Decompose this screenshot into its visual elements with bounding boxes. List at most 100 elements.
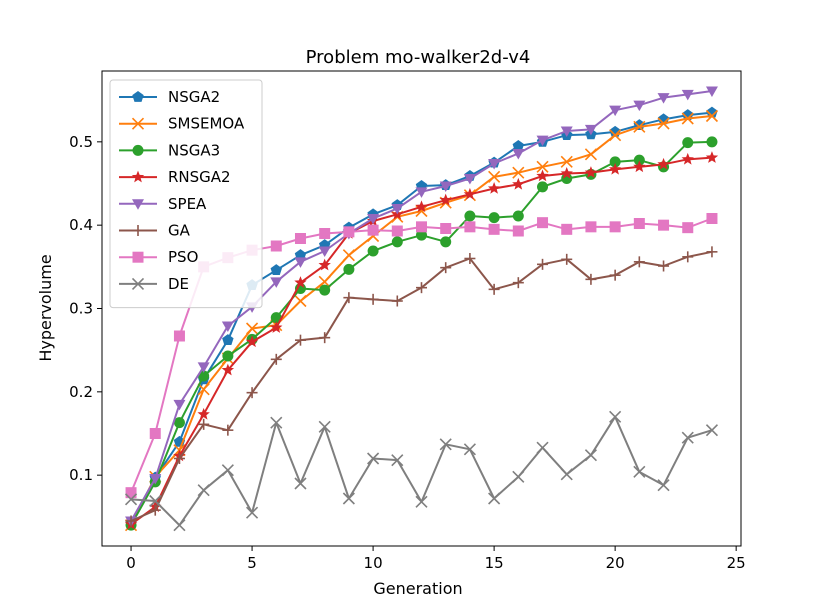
data-point-ga xyxy=(246,387,258,399)
data-point-ga xyxy=(125,515,137,527)
legend-label: DE xyxy=(168,275,189,293)
legend-item-nsga2: NSGA2 xyxy=(119,88,220,106)
data-point-spea xyxy=(391,204,404,215)
x-tick-label: 15 xyxy=(485,554,504,572)
y-tick-label: 0.5 xyxy=(69,133,93,151)
legend-marker-ga xyxy=(132,225,144,236)
data-point-ga xyxy=(270,353,282,365)
data-point-smsemoa xyxy=(488,170,501,183)
data-point-nsga3 xyxy=(319,284,331,296)
data-point-rnsga2 xyxy=(560,167,573,179)
data-point-nsga3 xyxy=(367,245,379,257)
y-tick-label: 0.4 xyxy=(69,216,93,234)
series-nsga3 xyxy=(125,136,718,531)
data-point-de xyxy=(536,441,549,454)
data-point-ga xyxy=(706,246,718,258)
data-point-spea xyxy=(609,105,622,117)
data-point-rnsga2 xyxy=(415,200,428,213)
data-point-de xyxy=(439,438,452,451)
data-point-rnsga2 xyxy=(197,407,210,420)
data-point-ga xyxy=(585,273,597,285)
data-point-de xyxy=(367,452,380,465)
data-point-de xyxy=(415,495,428,508)
data-point-pso xyxy=(488,223,500,235)
data-point-de xyxy=(584,449,597,462)
data-point-nsga3 xyxy=(512,210,524,222)
data-point-nsga3 xyxy=(416,229,427,241)
y-tick-label: 0.1 xyxy=(69,466,93,484)
data-point-spea xyxy=(439,181,452,192)
x-tick-label: 25 xyxy=(727,554,746,572)
legend-item-smsemoa: SMSEMOA xyxy=(119,115,245,133)
data-point-ga xyxy=(173,453,185,464)
data-point-pso xyxy=(149,428,161,439)
legend-item-ga: GA xyxy=(119,222,191,240)
chart-title: Problem mo-walker2d-v4 xyxy=(306,47,531,68)
x-tick-label: 5 xyxy=(247,554,257,572)
data-point-nsga3 xyxy=(464,210,476,222)
data-point-ga xyxy=(416,282,427,294)
data-point-rnsga2 xyxy=(657,157,670,170)
data-point-ga xyxy=(633,256,645,268)
data-point-ga xyxy=(658,260,670,272)
data-point-pso xyxy=(173,330,185,342)
data-point-spea xyxy=(584,124,597,136)
data-point-smsemoa xyxy=(294,294,307,308)
data-point-ga xyxy=(222,424,234,436)
data-point-spea xyxy=(512,149,525,160)
data-point-spea xyxy=(633,100,646,112)
data-point-spea xyxy=(367,214,380,225)
legend-marker-rnsga2 xyxy=(131,170,145,183)
data-point-rnsga2 xyxy=(705,151,719,163)
data-point-spea xyxy=(681,89,694,101)
data-point-pso xyxy=(609,221,621,233)
plot-area xyxy=(101,70,742,547)
x-tick-label: 0 xyxy=(126,554,136,572)
legend-label: NSGA2 xyxy=(168,88,220,106)
data-point-pso xyxy=(343,226,355,238)
data-point-ga xyxy=(561,253,573,265)
data-point-nsga3 xyxy=(488,212,500,224)
data-point-nsga3 xyxy=(198,370,210,382)
data-point-nsga3 xyxy=(706,136,718,148)
data-point-pso xyxy=(682,222,694,234)
legend-item-pso: PSO xyxy=(119,248,198,266)
legend-marker-nsga3 xyxy=(132,144,144,156)
data-point-pso xyxy=(464,221,476,233)
data-point-pso xyxy=(319,228,331,239)
data-point-pso xyxy=(391,225,403,237)
data-point-spea xyxy=(318,246,331,257)
legend-marker-pso xyxy=(132,251,144,263)
data-point-smsemoa xyxy=(536,160,549,173)
data-point-ga xyxy=(198,418,210,430)
legend-item-de: DE xyxy=(119,275,189,293)
data-point-smsemoa xyxy=(197,383,210,396)
data-point-de xyxy=(246,506,259,519)
legend-label: GA xyxy=(168,222,191,240)
data-point-pso xyxy=(633,218,645,229)
legend-label: PSO xyxy=(168,248,198,266)
data-point-spea xyxy=(657,93,670,104)
data-point-spea xyxy=(488,159,501,170)
data-point-nsga3 xyxy=(173,417,185,429)
y-ticks: 0.1 0.2 0.3 0.4 0.5 xyxy=(69,133,102,484)
legend-box xyxy=(109,79,263,309)
data-point-pso xyxy=(561,223,573,235)
data-point-de xyxy=(124,493,138,506)
data-point-rnsga2 xyxy=(318,258,331,271)
legend-marker-spea xyxy=(132,199,144,210)
data-point-rnsga2 xyxy=(270,321,283,333)
legend-marker-nsga2 xyxy=(132,91,144,102)
data-point-spea xyxy=(173,399,186,411)
data-point-de xyxy=(560,468,573,481)
data-point-de xyxy=(633,465,646,478)
data-point-nsga3 xyxy=(682,137,694,149)
data-point-nsga3 xyxy=(633,154,645,166)
data-point-ga xyxy=(537,258,549,270)
data-point-rnsga2 xyxy=(439,193,452,206)
data-point-ga xyxy=(149,504,161,516)
data-point-de xyxy=(463,443,476,456)
data-point-pso xyxy=(512,225,524,237)
legend-label: SMSEMOA xyxy=(168,115,245,133)
legend-marker-de xyxy=(131,277,145,290)
